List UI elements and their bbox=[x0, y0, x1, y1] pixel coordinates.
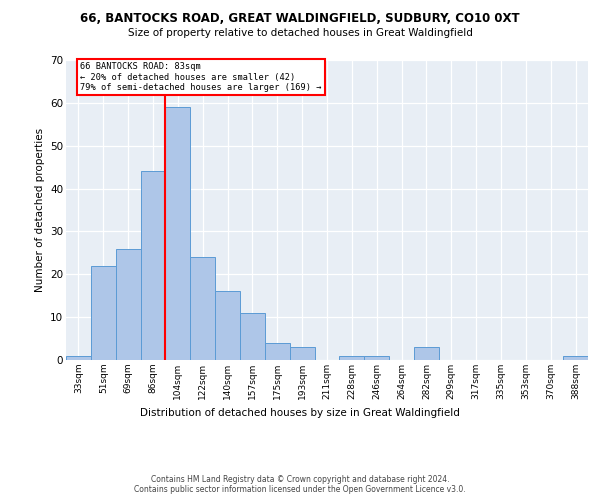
Text: Distribution of detached houses by size in Great Waldingfield: Distribution of detached houses by size … bbox=[140, 408, 460, 418]
Bar bbox=[116, 248, 140, 360]
Bar bbox=[414, 347, 439, 360]
Bar bbox=[265, 343, 290, 360]
Text: 66, BANTOCKS ROAD, GREAT WALDINGFIELD, SUDBURY, CO10 0XT: 66, BANTOCKS ROAD, GREAT WALDINGFIELD, S… bbox=[80, 12, 520, 26]
Bar bbox=[190, 257, 215, 360]
Bar bbox=[66, 356, 91, 360]
Bar bbox=[364, 356, 389, 360]
Text: 66 BANTOCKS ROAD: 83sqm
← 20% of detached houses are smaller (42)
79% of semi-de: 66 BANTOCKS ROAD: 83sqm ← 20% of detache… bbox=[80, 62, 322, 92]
Text: Contains HM Land Registry data © Crown copyright and database right 2024.: Contains HM Land Registry data © Crown c… bbox=[151, 475, 449, 484]
Bar bbox=[215, 292, 240, 360]
Bar bbox=[340, 356, 364, 360]
Bar bbox=[166, 107, 190, 360]
Bar bbox=[140, 172, 166, 360]
Text: Size of property relative to detached houses in Great Waldingfield: Size of property relative to detached ho… bbox=[128, 28, 472, 38]
Bar bbox=[563, 356, 588, 360]
Y-axis label: Number of detached properties: Number of detached properties bbox=[35, 128, 44, 292]
Bar bbox=[91, 266, 116, 360]
Text: Contains public sector information licensed under the Open Government Licence v3: Contains public sector information licen… bbox=[134, 485, 466, 494]
Bar bbox=[290, 347, 314, 360]
Bar bbox=[240, 313, 265, 360]
